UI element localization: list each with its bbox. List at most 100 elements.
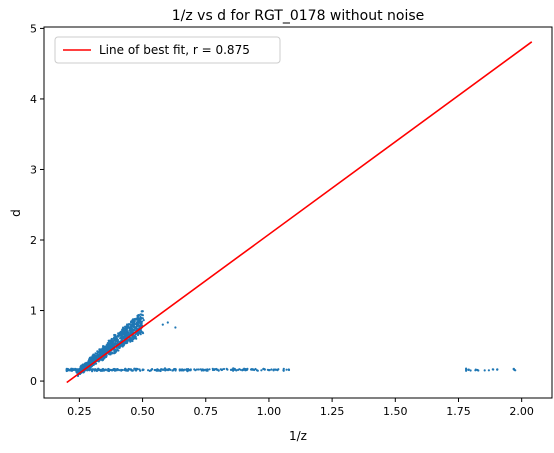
scatter-point: [113, 334, 115, 336]
scatter-point: [72, 369, 74, 371]
scatter-point: [206, 369, 208, 371]
scatter-point: [104, 349, 106, 351]
scatter-point: [513, 368, 515, 370]
scatter-point: [202, 369, 204, 371]
scatter-point: [251, 368, 253, 370]
legend: Line of best fit, r = 0.875: [55, 37, 280, 63]
scatter-point: [142, 314, 144, 316]
scatter-point: [91, 356, 93, 358]
scatter-point: [162, 324, 164, 326]
x-tick-label: 1.50: [383, 405, 408, 418]
scatter-point: [465, 370, 467, 372]
scatter-point: [109, 340, 111, 342]
scatter-point: [133, 318, 135, 320]
legend-label: Line of best fit, r = 0.875: [99, 43, 250, 57]
scatter-point: [169, 369, 171, 371]
scatter-point: [124, 369, 126, 371]
y-axis-label: d: [9, 209, 23, 217]
y-tick-label: 0: [30, 375, 37, 388]
scatter-point: [110, 345, 112, 347]
scatter-point: [117, 340, 119, 342]
scatter-point: [113, 368, 115, 370]
scatter-point: [132, 325, 134, 327]
x-axis-label: 1/z: [289, 429, 307, 443]
scatter-point: [141, 323, 143, 325]
x-tick-label: 1.75: [446, 405, 471, 418]
scatter-point: [66, 369, 68, 371]
x-tick-label: 0.75: [194, 405, 219, 418]
scatter-point: [142, 317, 144, 319]
scatter-point: [115, 351, 117, 353]
scatter-point: [140, 333, 142, 335]
scatter-point: [115, 340, 117, 342]
scatter-point: [124, 328, 126, 330]
scatter-point: [125, 332, 127, 334]
scatter-point: [108, 369, 110, 371]
scatter-point: [100, 351, 102, 353]
scatter-point: [97, 351, 99, 353]
scatter-point: [124, 334, 126, 336]
scatter-point: [122, 330, 124, 332]
y-tick-label: 5: [30, 22, 37, 35]
scatter-point: [150, 369, 152, 371]
scatter-point: [120, 369, 122, 371]
scatter-point: [474, 369, 476, 371]
scatter-point: [467, 369, 469, 371]
scatter-point: [121, 338, 123, 340]
scatter-point: [133, 368, 135, 370]
scatter-point: [119, 347, 121, 349]
scatter-point: [465, 368, 467, 370]
scatter-point: [230, 369, 232, 371]
scatter-point: [101, 353, 103, 355]
scatter-point: [85, 364, 87, 366]
y-tick-label: 3: [30, 163, 37, 176]
scatter-point: [121, 336, 123, 338]
x-tick-label: 1.00: [257, 405, 282, 418]
scatter-point: [215, 368, 217, 370]
scatter-point: [91, 368, 93, 370]
scatter-point: [172, 369, 174, 371]
y-tick-label: 4: [30, 93, 37, 106]
scatter-point: [103, 357, 105, 359]
scatter-point: [139, 368, 141, 370]
scatter-point: [135, 336, 137, 338]
scatter-point: [74, 368, 76, 370]
scatter-point: [263, 368, 265, 370]
scatter-point: [174, 326, 176, 328]
scatter-point: [88, 368, 90, 370]
scatter-point: [270, 368, 272, 370]
scatter-point: [181, 368, 183, 370]
scatter-point: [260, 369, 262, 371]
x-tick-label: 2.00: [509, 405, 534, 418]
scatter-point: [232, 367, 234, 369]
x-tick-label: 0.50: [130, 405, 155, 418]
scatter-point: [140, 330, 142, 332]
scatter-point: [132, 322, 134, 324]
scatter-point: [106, 344, 108, 346]
scatter-point: [108, 348, 110, 350]
scatter-point: [132, 328, 134, 330]
scatter-point: [288, 368, 290, 370]
scatter-point: [208, 368, 210, 370]
scatter-point: [69, 369, 71, 371]
scatter-point: [107, 342, 109, 344]
scatter-point: [128, 323, 130, 325]
scatter-point: [238, 368, 240, 370]
scatter-point: [142, 369, 144, 371]
scatter-point: [126, 330, 128, 332]
scatter-point: [488, 369, 490, 371]
scatter-point: [105, 347, 107, 349]
scatter-point: [119, 345, 121, 347]
scatter-point: [132, 338, 134, 340]
scatter-point: [167, 321, 169, 323]
scatter-point: [212, 369, 214, 371]
scatter-point: [130, 321, 132, 323]
scatter-point: [157, 370, 159, 372]
scatter-point: [135, 318, 137, 320]
scatter-point: [95, 355, 97, 357]
scatter-point: [277, 368, 279, 370]
scatter-point: [275, 369, 277, 371]
scatter-point: [105, 369, 107, 371]
